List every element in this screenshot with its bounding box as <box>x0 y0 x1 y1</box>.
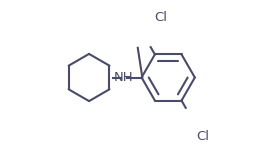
Text: NH: NH <box>114 71 134 84</box>
Text: Cl: Cl <box>197 130 210 143</box>
Text: Cl: Cl <box>155 11 168 24</box>
